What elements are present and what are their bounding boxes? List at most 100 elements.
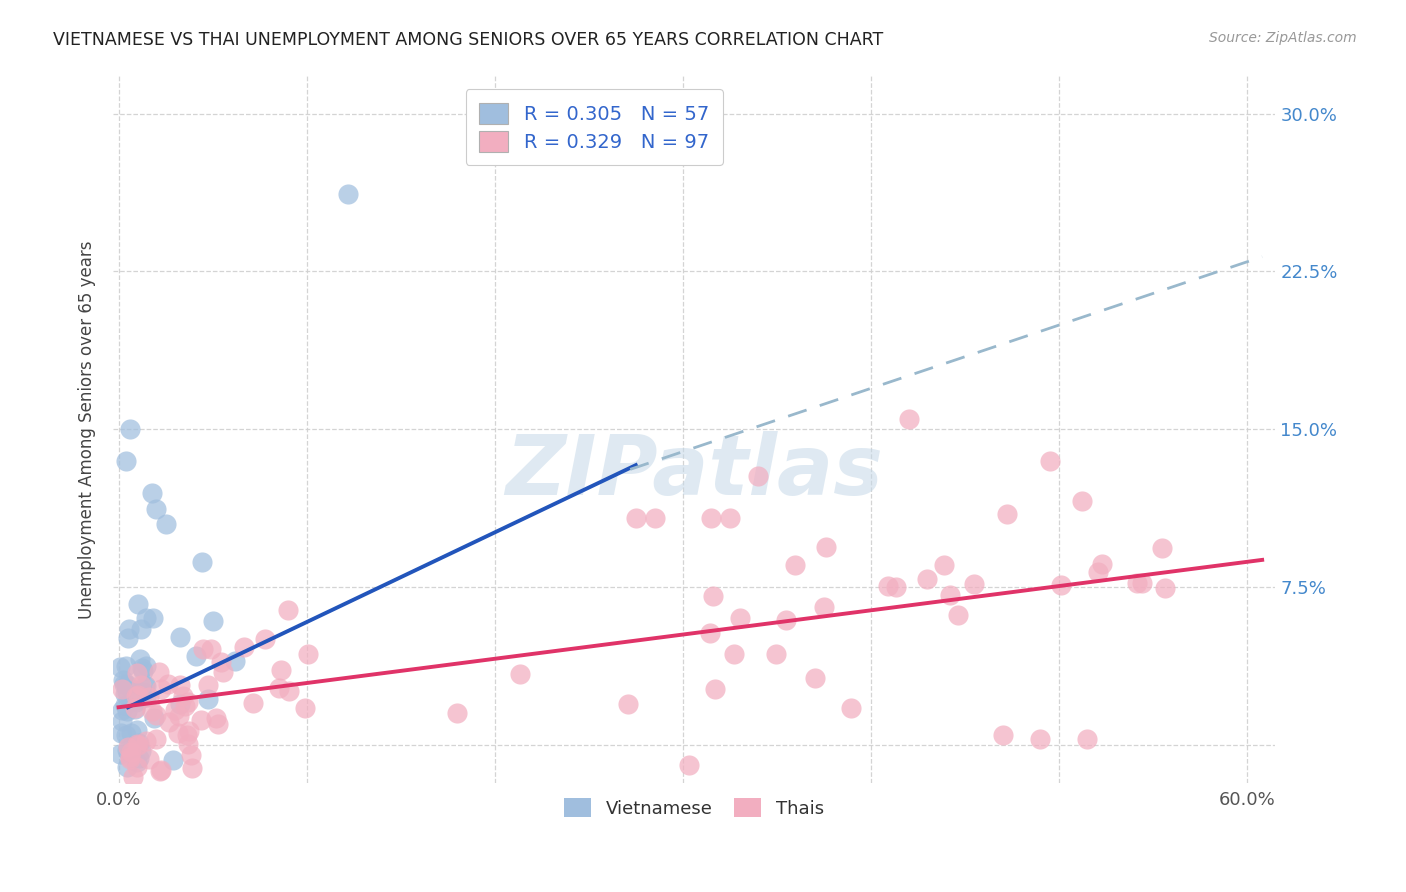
- Point: [193, 641, 215, 656]
- Point: [138, 752, 160, 766]
- Point: [177, 737, 200, 751]
- Point: [135, 611, 157, 625]
- Point: [1039, 454, 1062, 468]
- Point: [117, 678, 139, 692]
- Point: [224, 654, 246, 668]
- Point: [728, 611, 751, 625]
- Point: [120, 752, 142, 766]
- Point: [803, 671, 825, 685]
- Point: [277, 603, 299, 617]
- Point: [162, 753, 184, 767]
- Point: [110, 681, 132, 696]
- Point: [167, 726, 190, 740]
- Point: [114, 688, 136, 702]
- Text: VIETNAMESE VS THAI UNEMPLOYMENT AMONG SENIORS OVER 65 YEARS CORRELATION CHART: VIETNAMESE VS THAI UNEMPLOYMENT AMONG SE…: [53, 31, 884, 49]
- Point: [125, 695, 148, 709]
- Point: [169, 697, 191, 711]
- Point: [115, 704, 138, 718]
- Point: [118, 422, 141, 436]
- Point: [1076, 731, 1098, 746]
- Point: [509, 667, 531, 681]
- Point: [702, 590, 724, 604]
- Point: [122, 770, 145, 784]
- Point: [1029, 731, 1052, 746]
- Point: [121, 745, 143, 759]
- Point: [128, 751, 150, 765]
- Point: [200, 642, 222, 657]
- Point: [995, 508, 1018, 522]
- Point: [115, 759, 138, 773]
- Point: [117, 739, 139, 754]
- Point: [135, 658, 157, 673]
- Point: [149, 764, 172, 778]
- Point: [124, 702, 146, 716]
- Point: [129, 622, 152, 636]
- Point: [934, 558, 956, 572]
- Point: [145, 732, 167, 747]
- Point: [190, 713, 212, 727]
- Point: [115, 728, 138, 742]
- Point: [120, 750, 142, 764]
- Point: [1091, 557, 1114, 571]
- Point: [141, 704, 163, 718]
- Legend: Vietnamese, Thais: Vietnamese, Thais: [557, 791, 831, 825]
- Point: [886, 580, 908, 594]
- Point: [115, 454, 138, 468]
- Point: [297, 648, 319, 662]
- Point: [446, 706, 468, 720]
- Point: [267, 681, 290, 695]
- Point: [111, 703, 134, 717]
- Point: [813, 600, 835, 615]
- Point: [125, 689, 148, 703]
- Point: [617, 697, 640, 711]
- Point: [120, 725, 142, 739]
- Point: [678, 757, 700, 772]
- Point: [142, 711, 165, 725]
- Point: [703, 682, 725, 697]
- Point: [278, 684, 301, 698]
- Point: [747, 468, 769, 483]
- Point: [184, 649, 207, 664]
- Point: [125, 756, 148, 770]
- Point: [124, 701, 146, 715]
- Point: [110, 726, 132, 740]
- Point: [177, 723, 200, 738]
- Point: [841, 700, 863, 714]
- Point: [114, 698, 136, 712]
- Point: [181, 761, 204, 775]
- Point: [127, 737, 149, 751]
- Point: [1130, 575, 1153, 590]
- Point: [150, 764, 173, 778]
- Point: [142, 611, 165, 625]
- Point: [644, 510, 666, 524]
- Point: [127, 688, 149, 702]
- Point: [191, 555, 214, 569]
- Point: [209, 656, 232, 670]
- Point: [135, 733, 157, 747]
- Point: [127, 666, 149, 681]
- Point: [232, 640, 254, 654]
- Y-axis label: Unemployment Among Seniors over 65 years: Unemployment Among Seniors over 65 years: [79, 240, 96, 619]
- Point: [128, 693, 150, 707]
- Point: [128, 736, 150, 750]
- Point: [169, 708, 191, 723]
- Point: [1150, 541, 1173, 555]
- Point: [814, 540, 837, 554]
- Point: [169, 630, 191, 644]
- Point: [117, 631, 139, 645]
- Point: [211, 665, 233, 679]
- Point: [946, 607, 969, 622]
- Point: [765, 647, 787, 661]
- Point: [115, 685, 138, 699]
- Point: [242, 696, 264, 710]
- Point: [145, 708, 167, 723]
- Point: [112, 677, 135, 691]
- Point: [180, 747, 202, 762]
- Point: [115, 743, 138, 757]
- Point: [125, 723, 148, 737]
- Point: [897, 412, 920, 426]
- Point: [129, 678, 152, 692]
- Point: [775, 613, 797, 627]
- Point: [176, 728, 198, 742]
- Point: [877, 578, 900, 592]
